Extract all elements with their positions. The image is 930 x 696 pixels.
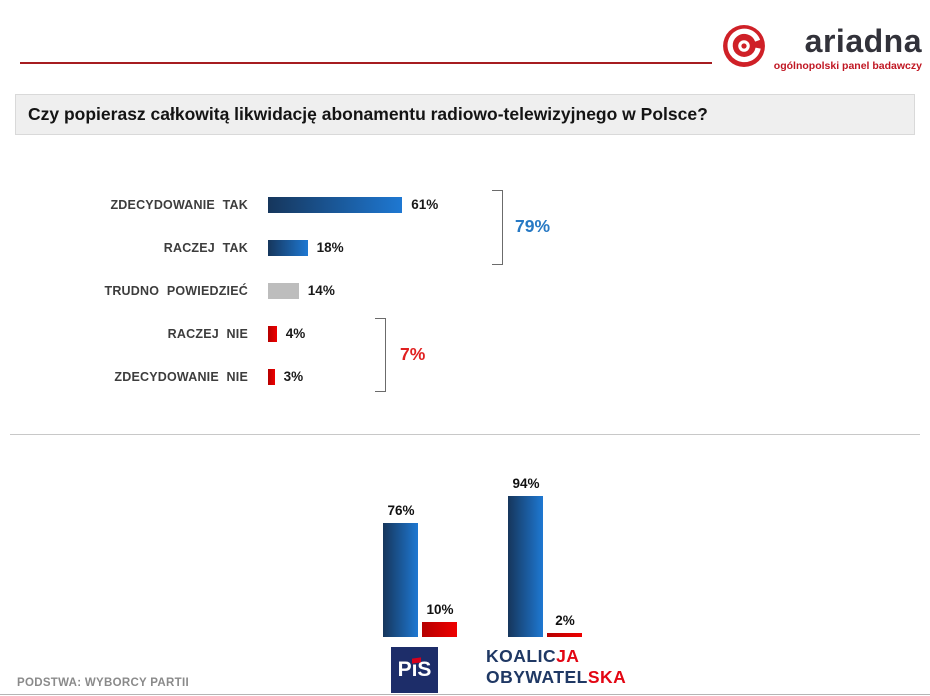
question-bar: Czy popierasz całkowitą likwidację abona… [15, 94, 915, 135]
red-bar [268, 325, 277, 342]
logo-tagline: ogólnopolski panel badawczy [773, 60, 922, 72]
value-label: 4% [285, 326, 306, 341]
ko-logo-line1-red: JA [556, 646, 580, 666]
party-bar-blue [508, 496, 543, 637]
party-bar-red [422, 622, 457, 637]
red-bar [268, 368, 275, 385]
ko-logo-line2-navy: OBYWATEL [486, 667, 588, 687]
ariadna-logo: ariadna ogólnopolski panel badawczy [722, 24, 922, 73]
pis-logo-text: PiS [397, 658, 432, 681]
bracket-positive-total: 79% [515, 216, 551, 236]
section-divider [10, 434, 920, 435]
bar-wrap: 61% [268, 196, 439, 213]
header-divider-line [20, 62, 712, 64]
question-text: Czy popierasz całkowitą likwidację abona… [28, 104, 708, 124]
value-label: 3% [283, 369, 304, 384]
bar-wrap: 14% [268, 282, 335, 299]
bar-wrap: 3% [268, 368, 304, 385]
ko-logo-line1-navy: KOALIC [486, 646, 557, 666]
ko-logo: KOALICJA OBYWATELSKA [486, 646, 626, 688]
party-bar-red [547, 633, 582, 637]
value-label: 61% [411, 197, 439, 212]
ko-logo-line1: KOALICJA [486, 646, 626, 667]
category-label: ZDECYDOWANIE TAK [110, 197, 248, 212]
category-label: RACZEJ NIE [167, 326, 248, 341]
opinion-row: ZDECYDOWANIE NIE 3% [18, 355, 930, 398]
opinion-row: RACZEJ TAK 18% [18, 226, 930, 269]
party-bar-blue [383, 523, 418, 637]
bracket-negative [375, 318, 386, 392]
ko-logo-line2: OBYWATELSKA [486, 667, 626, 688]
blue-bar [268, 196, 403, 213]
party-bars: 76% 10% 94% 2% [0, 445, 930, 637]
value-label: 18% [316, 240, 344, 255]
gray-bar [268, 282, 299, 299]
bar-wrap: 4% [268, 325, 306, 342]
opinion-row: ZDECYDOWANIE TAK 61% [18, 183, 930, 226]
ko-logo-line2-red: SKA [587, 667, 627, 687]
header: ariadna ogólnopolski panel badawczy [0, 0, 930, 88]
bracket-negative-total: 7% [400, 344, 426, 364]
value-label: 14% [307, 283, 335, 298]
base-footnote: PODSTWA: WYBORCY PARTII [17, 677, 189, 689]
opinion-chart: ZDECYDOWANIE TAK 61% RACZEJ TAK 18% TRUDNO P… [0, 183, 930, 408]
category-label: TRUDNO POWIEDZIEĆ [104, 283, 248, 298]
party-bar-value: 2% [555, 613, 575, 628]
party-chart: 76% 10% 94% 2% PiS KOALICJA OBYWATELSKA [0, 445, 930, 695]
opinion-rows: ZDECYDOWANIE TAK 61% RACZEJ TAK 18% TRUDNO P… [0, 183, 930, 398]
opinion-row: TRUDNO POWIEDZIEĆ 14% [18, 269, 930, 312]
party-bar-value: 94% [512, 476, 540, 491]
category-label: RACZEJ TAK [163, 240, 248, 255]
party-bar-value: 76% [387, 503, 415, 518]
category-label: ZDECYDOWANIE NIE [114, 369, 248, 384]
blue-bar [268, 239, 308, 256]
opinion-row: RACZEJ NIE 4% [18, 312, 930, 355]
bracket-positive [492, 190, 503, 265]
pis-logo: PiS [391, 647, 438, 693]
bar-wrap: 18% [268, 239, 344, 256]
party-bar-value: 10% [426, 602, 454, 617]
logo-wordmark: ariadna [804, 23, 922, 59]
bottom-divider-line [0, 694, 930, 695]
ariadna-spiral-icon [722, 24, 766, 73]
